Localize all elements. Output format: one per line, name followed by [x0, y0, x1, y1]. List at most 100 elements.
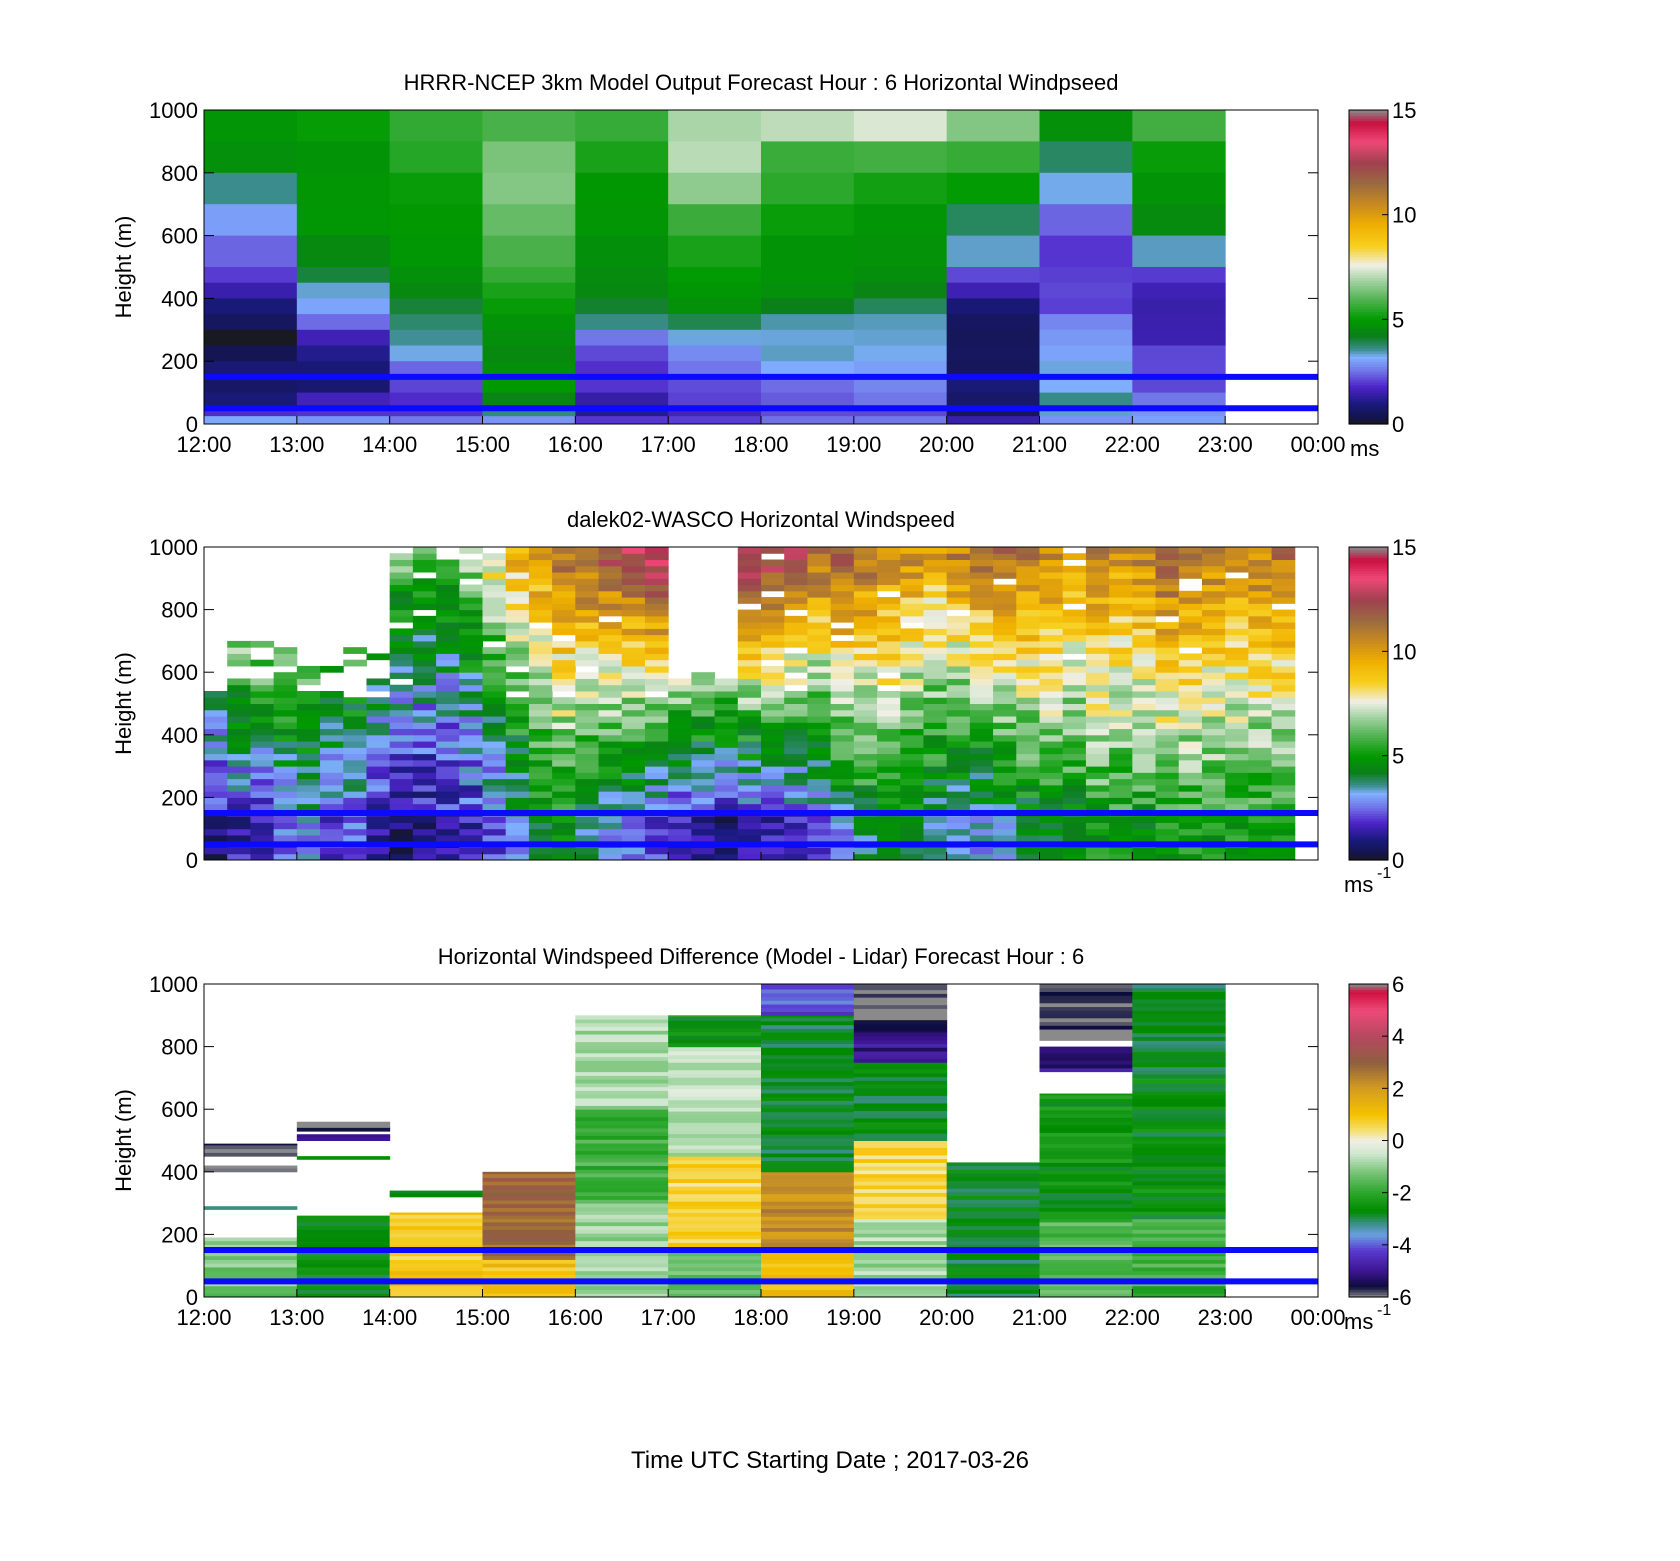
heatmap-cell — [1039, 110, 1133, 142]
heatmap-cell — [807, 828, 832, 836]
heatmap-cell — [366, 747, 391, 755]
heatmap-cell — [761, 734, 785, 742]
heatmap-cell — [552, 640, 576, 648]
heatmap-cell — [1016, 791, 1040, 798]
heatmap-cell — [1271, 816, 1296, 823]
heatmap-cell — [1085, 803, 1110, 811]
heatmap-cell — [668, 1024, 762, 1029]
heatmap-cell — [877, 709, 901, 717]
heatmap-cell — [389, 282, 483, 299]
x-tick-label: 12:00 — [176, 1305, 231, 1330]
heatmap-cell — [320, 709, 344, 717]
heatmap-cell — [1132, 791, 1157, 798]
heatmap-cell — [204, 828, 228, 836]
colorbar-swatch — [1349, 384, 1388, 388]
heatmap-cell — [1178, 816, 1203, 823]
colorbar-swatch — [1349, 1250, 1388, 1254]
heatmap-cell — [668, 1212, 762, 1217]
heatmap-cell — [459, 797, 483, 805]
heatmap-cell — [1039, 778, 1064, 786]
heatmap-cell — [923, 703, 948, 711]
colorbar-tick-label: 15 — [1392, 98, 1416, 123]
heatmap-cell — [1201, 622, 1226, 629]
heatmap-cell — [227, 772, 251, 780]
heatmap-cell — [784, 597, 808, 604]
heatmap-cell — [853, 1188, 948, 1193]
heatmap-cell — [877, 828, 901, 836]
heatmap-cell — [436, 722, 460, 730]
heatmap-cell — [273, 659, 298, 667]
heatmap-cell — [412, 847, 437, 855]
heatmap-cell — [412, 615, 437, 623]
heatmap-cell — [528, 697, 553, 704]
heatmap-cell — [366, 678, 391, 686]
heatmap-cell — [1225, 741, 1249, 748]
heatmap-cell — [993, 547, 1017, 554]
heatmap-cell — [737, 653, 762, 661]
heatmap-cell — [668, 408, 762, 417]
colorbar-swatch — [1349, 387, 1388, 391]
heatmap-cell — [204, 1240, 298, 1245]
heatmap-cell — [668, 1255, 762, 1260]
heatmap-cell — [621, 584, 646, 592]
colorbar-swatch — [1349, 196, 1388, 200]
heatmap-cell — [1178, 622, 1203, 629]
colorbar-swatch — [1349, 1096, 1388, 1100]
heatmap-cell — [366, 834, 391, 842]
heatmap-cell — [552, 647, 576, 654]
heatmap-cell — [296, 416, 391, 425]
heatmap-cell — [575, 640, 600, 648]
heatmap-cell — [1039, 572, 1064, 579]
heatmap-cell — [877, 759, 901, 767]
heatmap-cell — [1039, 416, 1133, 425]
colorbar-swatch — [1349, 685, 1388, 689]
heatmap-cell — [1155, 847, 1180, 855]
heatmap-cell — [1271, 797, 1296, 805]
heatmap-cell — [227, 816, 251, 823]
heatmap-cell — [969, 690, 994, 698]
heatmap-cell — [853, 1095, 948, 1100]
colorbar-swatch — [1349, 857, 1388, 861]
heatmap-cell — [575, 1049, 669, 1054]
heatmap-cell — [273, 653, 298, 661]
heatmap-cell — [1039, 267, 1133, 284]
heatmap-cell — [946, 828, 971, 836]
heatmap-cell — [946, 110, 1040, 142]
colorbar-swatch — [1349, 183, 1388, 187]
heatmap-cell — [1062, 847, 1087, 855]
heatmap-cell — [1085, 797, 1110, 805]
heatmap-cell — [1155, 697, 1180, 704]
heatmap-cell — [1016, 597, 1040, 604]
colorbar-swatch — [1349, 1124, 1388, 1129]
heatmap-cell — [575, 172, 669, 205]
colorbar-swatch — [1349, 664, 1388, 668]
heatmap-cell — [900, 734, 924, 742]
heatmap-cell — [1016, 553, 1040, 561]
heatmap-cell — [1248, 703, 1273, 711]
heatmap-cell — [575, 828, 600, 836]
heatmap-cell — [552, 822, 576, 830]
heatmap-cell — [761, 141, 855, 174]
heatmap-cell — [575, 1154, 669, 1159]
heatmap-cell — [1016, 690, 1040, 698]
heatmap-cell — [668, 1081, 762, 1086]
heatmap-cell — [320, 753, 344, 761]
heatmap-cell — [1109, 653, 1133, 661]
heatmap-cell — [993, 784, 1017, 792]
heatmap-cell — [528, 640, 553, 648]
colorbar-swatch — [1349, 369, 1388, 373]
heatmap-cell — [784, 853, 808, 861]
heatmap-cell — [1016, 816, 1040, 823]
colorbar-swatch — [1349, 635, 1388, 639]
heatmap-cell — [969, 778, 994, 786]
heatmap-cell — [412, 728, 437, 736]
heatmap-cell — [273, 647, 298, 654]
heatmap-cell — [320, 766, 344, 773]
heatmap-cell — [761, 716, 785, 723]
heatmap-cell — [830, 590, 855, 598]
colorbar-swatch — [1349, 643, 1388, 647]
heatmap-cell — [1132, 640, 1157, 648]
heatmap-cell — [761, 722, 785, 730]
heatmap-cell — [1271, 647, 1296, 654]
heatmap-cell — [923, 766, 948, 773]
